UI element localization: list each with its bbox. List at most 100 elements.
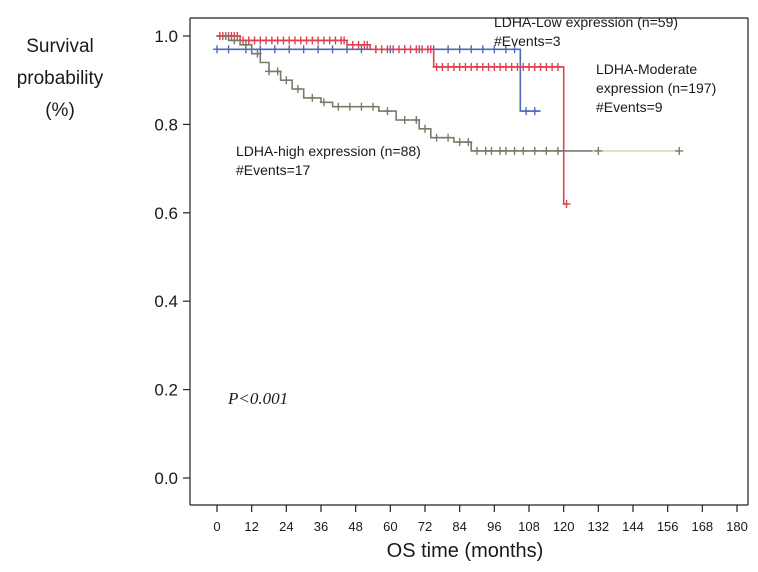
annotation-moderate-line-3: #Events=9 (596, 99, 663, 115)
censor-mark-high (265, 67, 273, 76)
annotation-low-line-1: LDHA-Low expression (n=59) (494, 14, 679, 30)
x-tick-label: 48 (348, 519, 362, 534)
censor-mark-high (369, 102, 377, 111)
censor-mark-high (432, 133, 441, 142)
censor-mark-moderate (553, 62, 562, 71)
censor-mark-low (256, 45, 265, 54)
y-axis-label-line-1: Survival (26, 36, 94, 57)
censor-mark-high (473, 146, 481, 155)
x-axis-label: OS time (months) (386, 540, 544, 562)
y-tick-label: 0.2 (154, 381, 178, 400)
censor-mark-moderate (562, 199, 571, 208)
x-tick-label: 0 (213, 519, 220, 534)
annotation-moderate-line-1: LDHA-Moderate (596, 61, 698, 77)
censor-mark-low (501, 45, 510, 54)
x-tick-label: 180 (726, 519, 748, 534)
annotation-moderate-line-2: expression (n=197) (596, 80, 717, 96)
y-tick-label: 0.6 (154, 204, 178, 223)
censor-mark-low (455, 45, 464, 54)
censor-mark-high (308, 93, 317, 102)
y-tick-label: 0.8 (154, 115, 178, 134)
censor-mark-low (444, 45, 453, 54)
x-tick-label: 168 (691, 519, 713, 534)
annotation-low: LDHA-Low expression (n=59) #Events=3 (494, 13, 678, 51)
censor-mark-low (357, 45, 366, 54)
censor-mark-high (221, 32, 230, 40)
series-low (213, 45, 541, 116)
censor-mark-high (319, 98, 328, 107)
annotation-low-line-2: #Events=3 (494, 33, 561, 49)
censor-mark-low (510, 45, 519, 54)
y-tick-label: 0.4 (154, 292, 178, 311)
censor-mark-low (490, 45, 499, 54)
censor-mark-high (334, 102, 343, 111)
censor-mark-low (270, 45, 279, 54)
x-tick-label: 144 (622, 519, 644, 534)
censor-mark-high (510, 146, 519, 155)
censor-mark-high (412, 115, 421, 124)
x-tick-label: 108 (518, 519, 540, 534)
censor-mark-moderate (233, 32, 242, 40)
censor-mark-high (400, 115, 409, 124)
censor-mark-low (530, 107, 539, 116)
p-value: P<0.001 (228, 389, 289, 408)
censor-mark-high (253, 49, 262, 58)
censor-mark-low (224, 45, 233, 54)
censor-mark-high (273, 67, 282, 76)
censor-mark-low (467, 45, 476, 54)
censor-mark-low (522, 107, 531, 116)
censor-mark-high (293, 85, 302, 94)
annotation-high: LDHA-high expression (n=88) #Events=17 (236, 142, 421, 180)
x-tick-label: 36 (314, 519, 328, 534)
censor-mark-low (299, 45, 308, 54)
series-layer (213, 32, 684, 208)
censor-mark-low (328, 45, 337, 54)
censor-mark-moderate (340, 36, 349, 45)
series-high (217, 32, 684, 155)
x-tick-label: 120 (553, 519, 575, 534)
x-tick-label: 12 (244, 519, 258, 534)
annotation-high-line-2: #Events=17 (236, 162, 311, 178)
censor-mark-high (675, 146, 684, 155)
censor-mark-high (282, 76, 291, 85)
x-tick-label: 156 (657, 519, 679, 534)
censor-mark-high (542, 146, 551, 155)
x-tick-label: 24 (279, 519, 293, 534)
censor-mark-low (343, 45, 351, 54)
censor-mark-high (230, 36, 239, 45)
censor-mark-low (314, 45, 323, 54)
censor-mark-high (519, 146, 528, 155)
y-axis-label-line-2: probability (16, 68, 104, 89)
series-low-line (217, 48, 541, 112)
y-tick-label: 0.0 (154, 469, 178, 488)
censor-mark-high (487, 146, 496, 155)
y-tick-label: 1.0 (154, 27, 178, 46)
censor-mark-high (553, 146, 562, 155)
x-tick-label: 96 (487, 519, 501, 534)
censor-mark-low (213, 45, 221, 54)
x-tick-label: 132 (587, 519, 609, 534)
x-tick-label: 84 (452, 519, 466, 534)
x-tick-label: 60 (383, 519, 397, 534)
axes: 0.0 0.2 0.4 0.6 0.8 1.0 0 12 24 36 48 60 72 84 96 108 12… (154, 17, 749, 534)
censor-mark-high (530, 146, 539, 155)
censor-mark-high (357, 102, 366, 111)
censor-mark-moderate (426, 45, 435, 54)
censor-mark-high (383, 107, 392, 116)
censor-mark-low (478, 45, 487, 54)
annotation-high-line-1: LDHA-high expression (n=88) (236, 143, 421, 159)
x-tick-label: 72 (418, 519, 432, 534)
censor-mark-moderate (363, 40, 372, 49)
censor-mark-high (444, 133, 453, 142)
censor-mark-high (594, 146, 603, 155)
annotation-moderate: LDHA-Moderate expression (n=197) #Events… (596, 60, 716, 117)
censor-mark-high (464, 138, 473, 147)
series-moderate (215, 32, 571, 208)
censor-mark-high (241, 40, 250, 49)
censor-mark-high (345, 102, 354, 111)
censor-mark-low (285, 45, 294, 54)
censor-mark-high (455, 138, 464, 147)
censor-mark-high (421, 124, 429, 133)
y-axis-label-line-3: (%) (45, 100, 75, 121)
